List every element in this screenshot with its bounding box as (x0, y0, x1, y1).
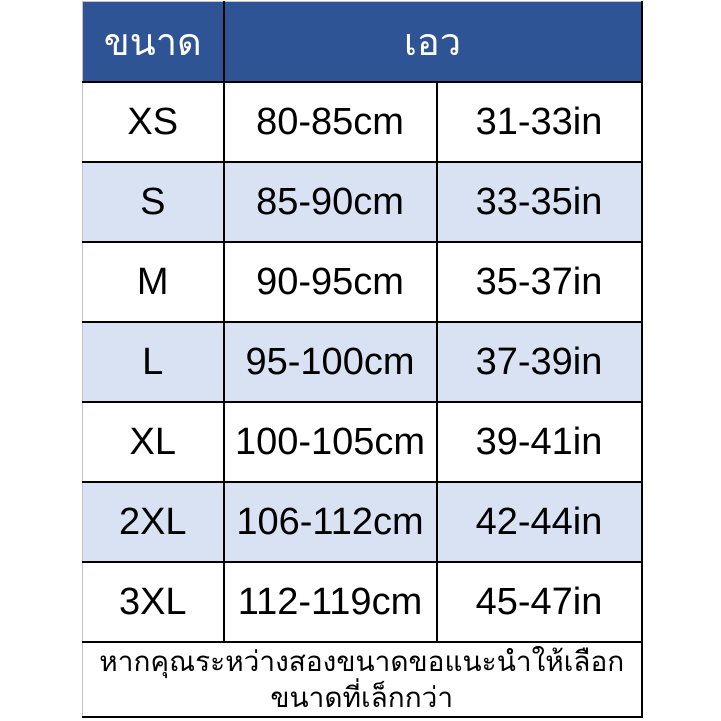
waist-cm-cell: 106-112cm (222, 481, 438, 563)
waist-in-cell: 42-44in (435, 481, 643, 563)
waist-cm-cell: 80-85cm (222, 81, 438, 163)
header-row: ขนาด เอว (82, 1, 643, 83)
table-row-2xl: 2XL 106-112cm 42-44in (82, 481, 643, 563)
waist-in-cell: 35-37in (435, 241, 643, 323)
size-cell: M (82, 241, 225, 323)
waist-in-cell: 31-33in (435, 81, 643, 163)
size-chart-table: ขนาด เอว XS 80-85cm 31-33in S 85-90cm 33… (82, 1, 643, 718)
waist-cm-cell: 85-90cm (222, 161, 438, 243)
table-row-l: L 95-100cm 37-39in (82, 321, 643, 403)
waist-cm-cell: 95-100cm (222, 321, 438, 403)
waist-column-header: เอว (222, 1, 643, 83)
table-row-3xl: 3XL 112-119cm 45-47in (82, 561, 643, 643)
footer-note: หากคุณระหว่างสองขนาดขอแนะนำให้เลือก ขนาด… (82, 641, 643, 718)
size-cell: XS (82, 81, 225, 163)
table-row-s: S 85-90cm 33-35in (82, 161, 643, 243)
footer-note-line2: ขนาดที่เล็กกว่า (270, 681, 454, 713)
size-cell: 2XL (82, 481, 225, 563)
size-cell: 3XL (82, 561, 225, 643)
table-row-xs: XS 80-85cm 31-33in (82, 81, 643, 163)
table-row-xl: XL 100-105cm 39-41in (82, 401, 643, 483)
size-column-header: ขนาด (82, 1, 225, 83)
waist-in-cell: 33-35in (435, 161, 643, 243)
waist-in-cell: 37-39in (435, 321, 643, 403)
waist-cm-cell: 90-95cm (222, 241, 438, 323)
waist-cm-cell: 100-105cm (222, 401, 438, 483)
size-cell: S (82, 161, 225, 243)
table-row-m: M 90-95cm 35-37in (82, 241, 643, 323)
size-cell: L (82, 321, 225, 403)
size-cell: XL (82, 401, 225, 483)
footer-note-line1: หากคุณระหว่างสองขนาดขอแนะนำให้เลือก (99, 645, 625, 677)
waist-in-cell: 45-47in (435, 561, 643, 643)
waist-cm-cell: 112-119cm (222, 561, 438, 643)
footer-row: หากคุณระหว่างสองขนาดขอแนะนำให้เลือก ขนาด… (82, 641, 643, 718)
waist-in-cell: 39-41in (435, 401, 643, 483)
